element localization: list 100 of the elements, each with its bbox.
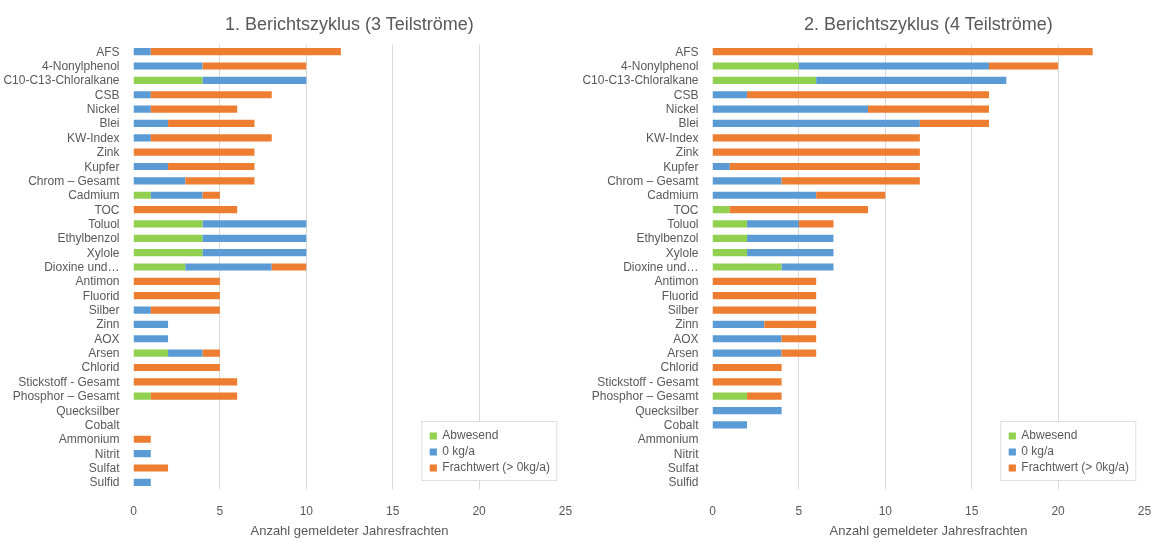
- bar: [133, 306, 151, 314]
- bar: [133, 220, 203, 228]
- x-tick-label: 10: [878, 503, 893, 518]
- bar: [202, 349, 220, 357]
- y-tick-label: Cobalt: [663, 417, 700, 432]
- y-tick-label: Xylole: [86, 245, 120, 260]
- y-tick-label: AFS: [675, 44, 699, 59]
- y-tick-label: Dioxine und…: [623, 260, 699, 274]
- y-tick-label: Stickstoff - Gesamt: [18, 374, 121, 389]
- bar: [712, 134, 920, 142]
- bar: [185, 263, 272, 271]
- x-tick-label: 15: [965, 503, 979, 518]
- bar: [150, 48, 341, 56]
- y-tick-label: Toluol: [667, 216, 699, 231]
- bar: [816, 76, 1007, 84]
- y-tick-label: Kupfer: [84, 159, 120, 174]
- bar: [712, 148, 920, 156]
- bar: [712, 191, 817, 199]
- legend-label: Abwesend: [1021, 428, 1078, 442]
- bar: [729, 205, 869, 214]
- bar: [150, 105, 238, 113]
- bar: [781, 335, 817, 343]
- bar: [988, 62, 1059, 70]
- y-tick-label: Arsen: [88, 346, 120, 361]
- y-tick-label: Sulfat: [667, 460, 700, 475]
- bar: [185, 177, 255, 185]
- y-tick-label: Nickel: [665, 102, 699, 117]
- y-tick-label: Sulfid: [89, 475, 120, 490]
- bar: [168, 162, 255, 171]
- bar: [712, 249, 748, 257]
- y-tick-label: AOX: [94, 331, 120, 346]
- bar: [202, 220, 307, 228]
- bar: [712, 421, 748, 429]
- y-tick-label: Fluorid: [661, 288, 699, 303]
- y-tick-label: Ammonium: [637, 432, 699, 447]
- bar: [133, 119, 169, 128]
- y-tick-label: 4-Nonylphenol: [42, 59, 120, 74]
- y-tick-label: Fluorid: [82, 288, 120, 303]
- bar: [133, 76, 203, 84]
- bar: [764, 320, 817, 329]
- y-tick-label: AOX: [673, 331, 699, 346]
- y-tick-label: Chrom – Gesamt: [28, 173, 121, 188]
- bar: [202, 249, 307, 257]
- y-tick-label: Zinn: [96, 317, 120, 332]
- bar: [712, 76, 817, 84]
- bar: [747, 249, 834, 257]
- y-tick-label: Silber: [667, 303, 699, 318]
- y-tick-label: Ammonium: [58, 432, 120, 447]
- bar: [133, 234, 203, 242]
- bar: [133, 464, 169, 472]
- bar: [712, 392, 748, 400]
- bar: [747, 91, 989, 99]
- y-tick-label: Kupfer: [663, 159, 699, 174]
- bar: [202, 234, 307, 242]
- y-tick-label: Antimon: [654, 274, 699, 289]
- bar: [133, 91, 151, 99]
- bar: [150, 306, 220, 314]
- bar: [747, 392, 782, 400]
- x-tick-label: 25: [1137, 503, 1152, 518]
- bar: [712, 406, 782, 415]
- legend-label: 0 kg/a: [1021, 444, 1054, 458]
- bar: [133, 392, 151, 400]
- bar: [712, 119, 920, 128]
- y-tick-label: TOC: [673, 202, 699, 217]
- y-tick-label: Zink: [96, 145, 121, 160]
- bar: [168, 349, 203, 357]
- bar: [150, 191, 203, 199]
- x-tick-label: 20: [472, 503, 487, 518]
- bar: [712, 320, 765, 329]
- bar: [712, 363, 782, 372]
- bar: [133, 363, 220, 372]
- y-tick-label: Quecksilber: [56, 403, 120, 418]
- x-tick-label: 5: [216, 503, 224, 518]
- y-tick-label: Blei: [678, 116, 699, 131]
- bar: [712, 91, 748, 99]
- y-tick-label: Blei: [99, 116, 120, 131]
- bar: [133, 205, 238, 214]
- x-tick-label: 10: [299, 503, 314, 518]
- bar: [133, 62, 203, 70]
- y-tick-label: Chlorid: [660, 360, 699, 375]
- x-axis-title: Anzahl gemeldeter Jahresfrachten: [250, 522, 449, 538]
- y-tick-label: KW-Index: [67, 130, 120, 145]
- bar: [747, 220, 799, 228]
- chart-title: 1. Berichtszyklus (3 Teilströme): [224, 13, 474, 34]
- y-tick-label: Cadmium: [68, 188, 120, 203]
- bar: [712, 48, 1093, 56]
- y-tick-label: TOC: [94, 202, 120, 217]
- bar: [712, 162, 730, 171]
- bar: [133, 292, 220, 300]
- bar: [150, 392, 238, 400]
- bar: [781, 177, 920, 185]
- bar: [133, 263, 186, 271]
- y-tick-label: Chlorid: [81, 360, 120, 375]
- x-tick-label: 0: [709, 503, 717, 518]
- bar: [712, 205, 730, 214]
- y-tick-label: Stickstoff - Gesamt: [597, 374, 700, 389]
- bar: [133, 378, 238, 386]
- bar: [919, 119, 989, 128]
- bar: [202, 191, 220, 199]
- y-tick-label: Zinn: [675, 317, 699, 332]
